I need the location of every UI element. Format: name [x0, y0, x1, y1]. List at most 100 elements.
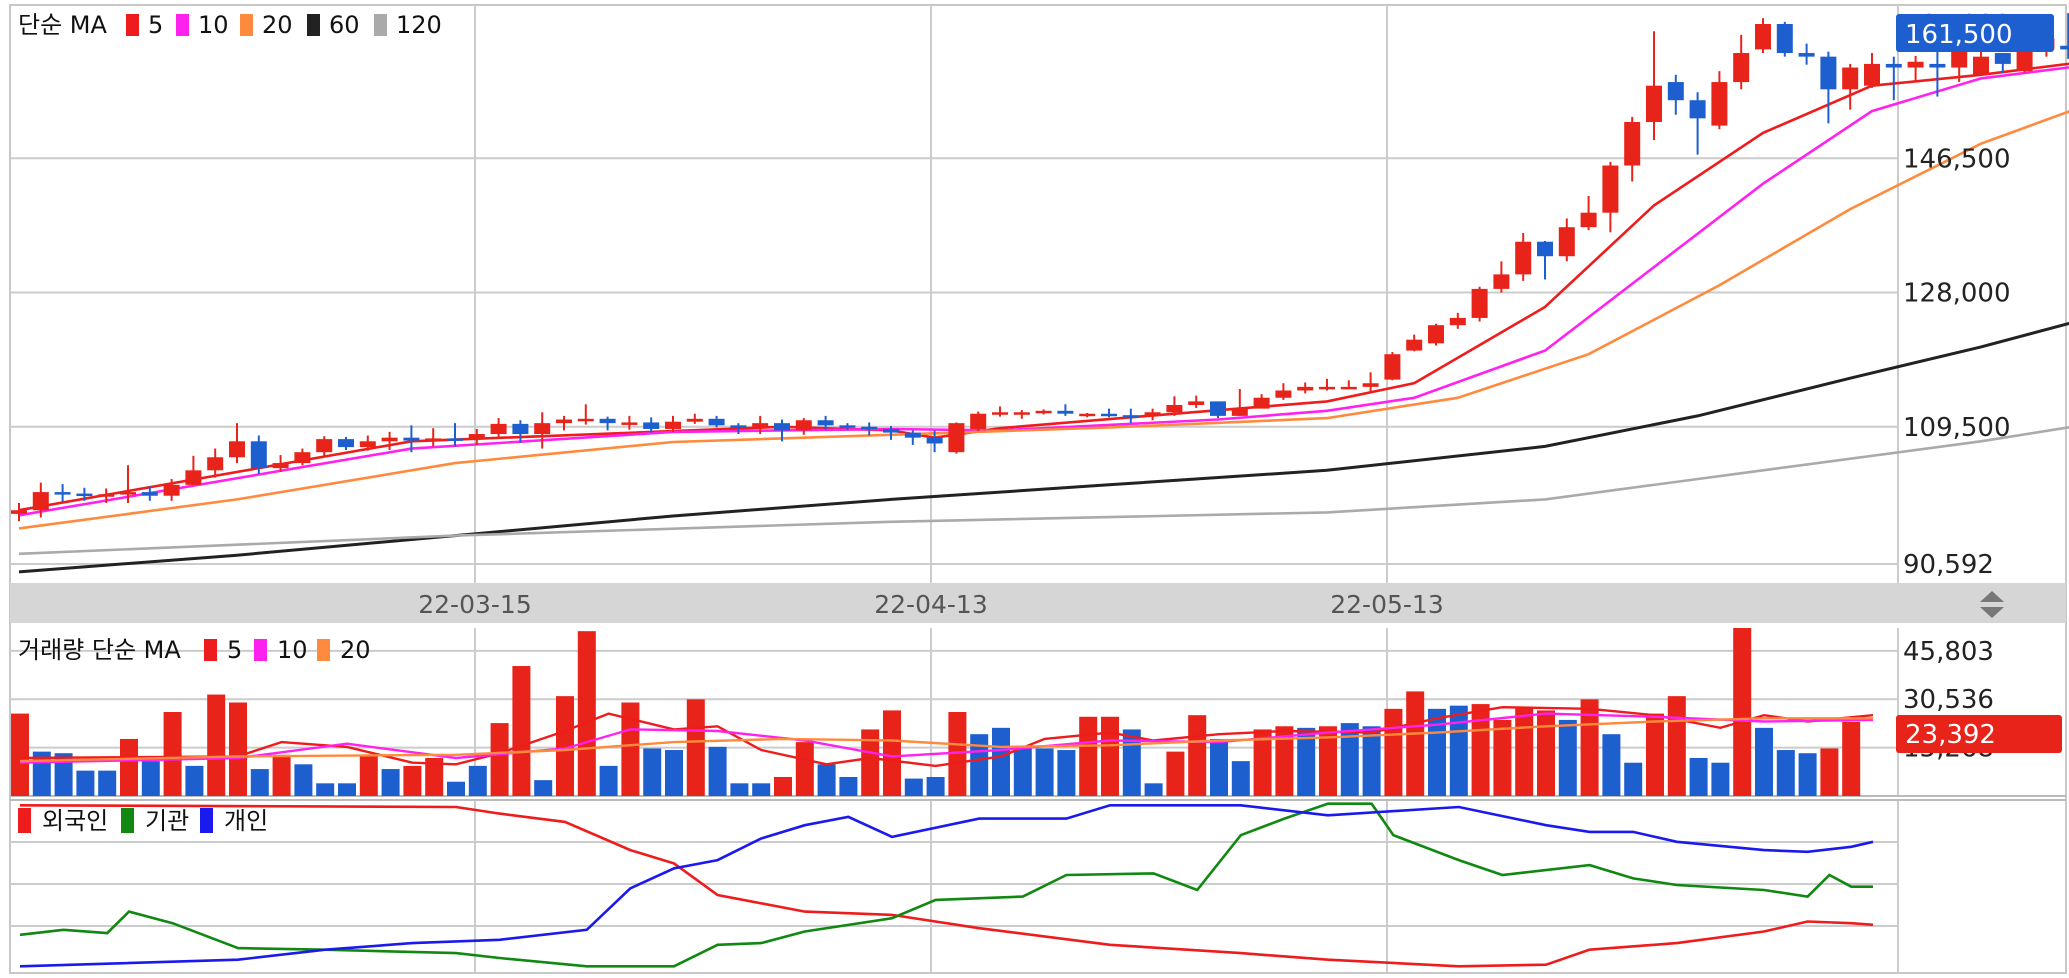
candle[interactable]: [1428, 323, 1444, 346]
volume-bar[interactable]: [1188, 715, 1207, 796]
volume-bar[interactable]: [926, 776, 945, 796]
volume-bar[interactable]: [316, 783, 335, 796]
candle[interactable]: [599, 416, 616, 431]
candle[interactable]: [1122, 408, 1139, 424]
volume-bar[interactable]: [883, 710, 901, 796]
candle[interactable]: [1711, 71, 1728, 130]
candle[interactable]: [1602, 161, 1619, 233]
candle[interactable]: [1820, 51, 1837, 124]
volume-bar[interactable]: [11, 713, 29, 796]
candle[interactable]: [1188, 395, 1205, 408]
candle[interactable]: [1733, 34, 1750, 90]
volume-bar[interactable]: [1210, 738, 1228, 796]
candle[interactable]: [1384, 352, 1401, 381]
volume-bar[interactable]: [1319, 726, 1337, 796]
candle[interactable]: [1755, 18, 1771, 54]
volume-bar[interactable]: [1624, 762, 1643, 796]
candle[interactable]: [839, 423, 856, 431]
candle[interactable]: [120, 465, 136, 503]
volume-bar[interactable]: [904, 778, 923, 796]
candle[interactable]: [970, 411, 987, 432]
candle[interactable]: [141, 486, 158, 501]
candle[interactable]: [1537, 240, 1553, 280]
candle[interactable]: [1951, 47, 1968, 83]
candle[interactable]: [534, 412, 551, 449]
volume-bar[interactable]: [948, 712, 967, 796]
volume-bar[interactable]: [229, 702, 247, 796]
volume-bar[interactable]: [1275, 726, 1294, 796]
candle[interactable]: [1275, 383, 1292, 400]
volume-bar[interactable]: [1602, 734, 1621, 796]
volume-bar[interactable]: [730, 783, 749, 796]
volume-bar[interactable]: [1776, 750, 1795, 796]
volume-bar[interactable]: [992, 727, 1010, 796]
candle[interactable]: [1166, 396, 1183, 416]
volume-bar[interactable]: [1558, 719, 1577, 796]
candle[interactable]: [861, 422, 878, 436]
candle[interactable]: [774, 419, 790, 442]
candle[interactable]: [98, 488, 115, 503]
candle[interactable]: [1515, 233, 1532, 281]
volume-bar[interactable]: [425, 757, 444, 796]
volume-bar[interactable]: [54, 753, 73, 796]
candlesticks[interactable]: [11, 13, 2069, 522]
candle[interactable]: [11, 502, 27, 522]
volume-bar[interactable]: [1755, 727, 1773, 796]
candle[interactable]: [883, 426, 899, 440]
candle[interactable]: [730, 423, 747, 435]
volume-bar[interactable]: [774, 776, 792, 796]
candle[interactable]: [229, 423, 245, 464]
candle[interactable]: [992, 406, 1008, 417]
candle[interactable]: [185, 455, 202, 485]
volume-bar[interactable]: [1362, 726, 1381, 796]
candle[interactable]: [643, 417, 660, 433]
volume-bar[interactable]: [1493, 719, 1512, 796]
candle[interactable]: [556, 415, 572, 431]
volume-bar[interactable]: [534, 780, 553, 796]
volume-bar[interactable]: [839, 776, 858, 796]
candle[interactable]: [1885, 56, 1902, 101]
candle[interactable]: [1624, 116, 1641, 182]
volume-bar[interactable]: [1057, 750, 1076, 796]
volume-bar[interactable]: [1689, 757, 1708, 796]
volume-bar[interactable]: [970, 734, 989, 796]
candle[interactable]: [926, 430, 943, 453]
volume-bar[interactable]: [686, 699, 705, 796]
volume-bar[interactable]: [163, 712, 182, 796]
volume-bar[interactable]: [795, 742, 814, 796]
volume-bar[interactable]: [752, 783, 771, 796]
candle[interactable]: [1907, 55, 1924, 81]
volume-bar[interactable]: [359, 756, 378, 796]
candle[interactable]: [621, 415, 638, 430]
volume-bar[interactable]: [1646, 713, 1664, 796]
candle[interactable]: [1842, 63, 1859, 110]
candle[interactable]: [1864, 53, 1880, 88]
candle[interactable]: [1994, 53, 2011, 74]
volume-bar[interactable]: [1537, 710, 1555, 796]
candle[interactable]: [1297, 382, 1314, 394]
volume-bar[interactable]: [1231, 761, 1250, 796]
candle[interactable]: [1471, 286, 1488, 322]
candle[interactable]: [468, 428, 485, 445]
volume-bar[interactable]: [468, 765, 487, 796]
volume-bar[interactable]: [1406, 691, 1425, 796]
candle[interactable]: [425, 428, 442, 447]
candle[interactable]: [1406, 334, 1423, 352]
candle[interactable]: [32, 482, 49, 518]
candle[interactable]: [1144, 408, 1161, 421]
volume-bar[interactable]: [272, 754, 291, 796]
volume-bar[interactable]: [708, 746, 727, 796]
volume-bar[interactable]: [1667, 696, 1686, 796]
candle[interactable]: [1101, 408, 1117, 418]
candle[interactable]: [1929, 51, 1946, 97]
candle[interactable]: [1580, 195, 1597, 231]
candle[interactable]: [665, 415, 681, 432]
volume-bar[interactable]: [1013, 748, 1032, 796]
candle[interactable]: [1493, 261, 1510, 293]
volume-bar[interactable]: [447, 781, 465, 796]
candle[interactable]: [316, 436, 333, 458]
candle[interactable]: [1776, 21, 1793, 57]
volume-bar[interactable]: [1733, 628, 1752, 796]
volume-bar[interactable]: [1297, 727, 1316, 796]
chevron-down-icon[interactable]: [1980, 607, 2004, 618]
